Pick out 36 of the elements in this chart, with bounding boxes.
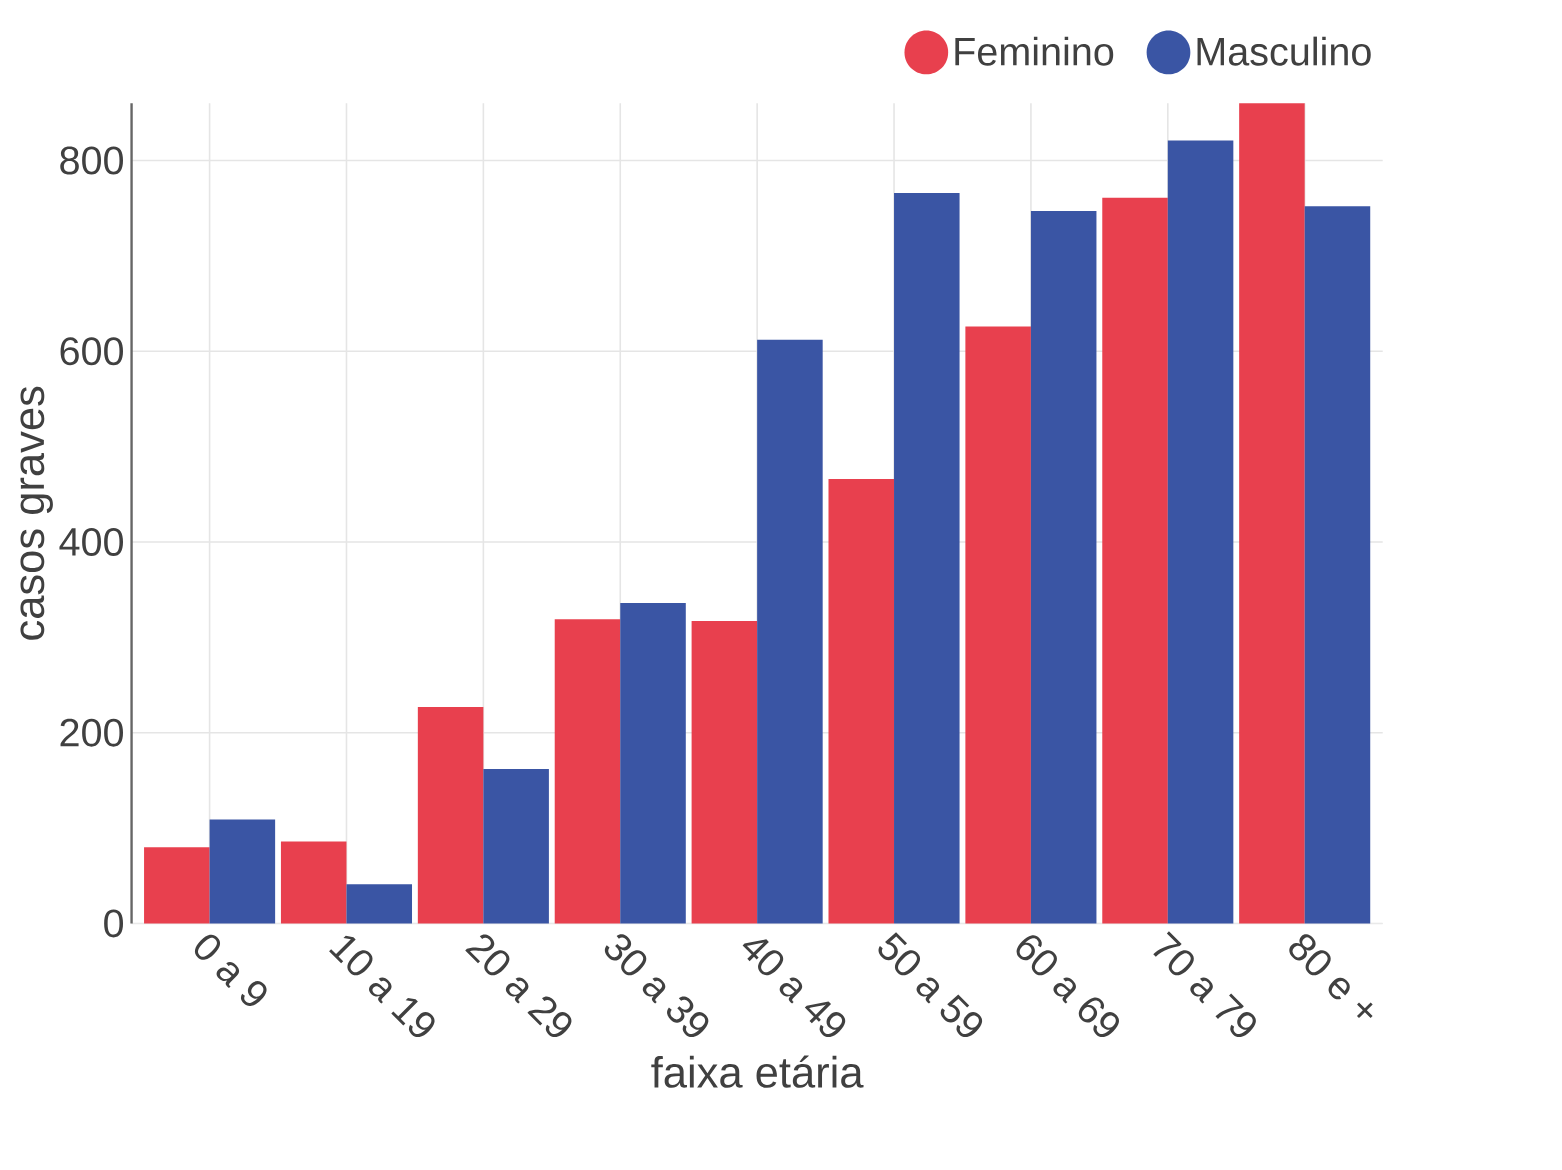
y-tick-label: 400	[59, 528, 124, 557]
bar	[483, 769, 549, 924]
bar	[209, 819, 276, 924]
y-axis-title: casos graves	[20, 386, 53, 640]
x-tick-label: 50 a 59	[878, 932, 983, 1038]
x-axis-title: faixa etária	[651, 1055, 864, 1089]
y-tick-label: 800	[60, 146, 124, 175]
x-tick-label: 70 a 79	[1153, 931, 1256, 1038]
bar	[757, 339, 823, 924]
x-tick-label: 10 a 19	[329, 935, 435, 1038]
bar	[894, 193, 960, 924]
bar	[1304, 206, 1371, 924]
x-tick-label: 0 a 9	[194, 934, 267, 1007]
x-tick-label: 30 a 39	[604, 934, 709, 1038]
bar	[691, 621, 758, 924]
bar	[965, 326, 1031, 924]
legend-label: Feminino	[955, 36, 1114, 66]
bar	[1239, 103, 1305, 924]
y-tick-label: 0	[104, 909, 124, 938]
x-tick-label: 20 a 29	[465, 934, 572, 1038]
bar	[144, 847, 210, 924]
x-tick-label: 40 a 49	[742, 939, 846, 1038]
x-tick-label: 80 e +	[1289, 934, 1373, 1019]
x-tick-label: 60 a 69	[1016, 935, 1119, 1038]
bar	[346, 884, 413, 924]
legend-label: Masculino	[1197, 36, 1371, 66]
bar	[280, 841, 347, 924]
bar	[620, 603, 686, 924]
bar	[828, 479, 895, 924]
y-tick-label: 200	[60, 718, 124, 747]
bar	[554, 619, 621, 924]
bar	[1102, 197, 1168, 924]
bar	[1030, 211, 1097, 924]
y-tick-label: 600	[60, 337, 124, 366]
bar	[1167, 140, 1234, 924]
bar	[417, 707, 484, 924]
